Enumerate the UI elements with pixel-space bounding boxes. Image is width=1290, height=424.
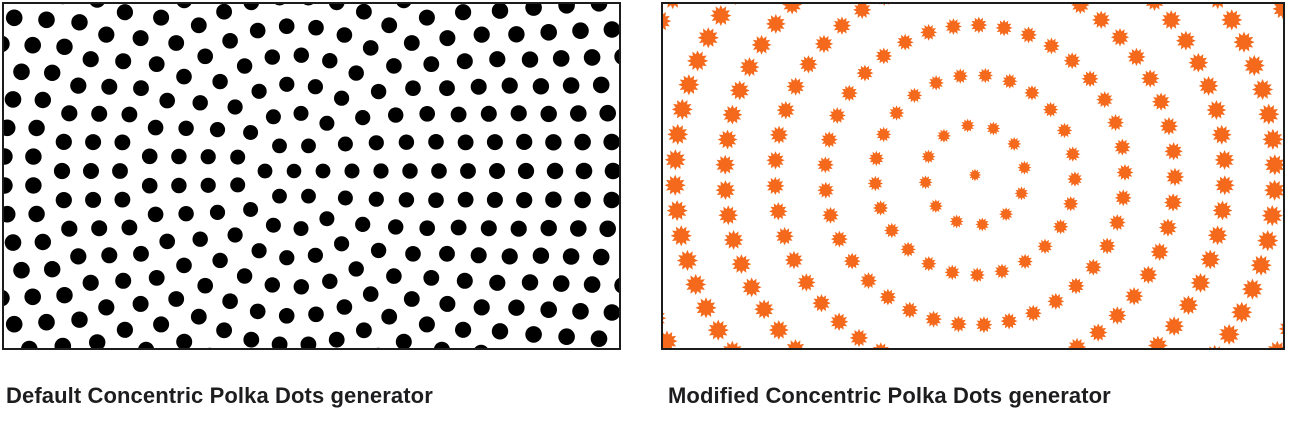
caption-default-generator: Default Concentric Polka Dots generator (6, 383, 433, 408)
modified-polka-dots-panel (661, 2, 1285, 350)
default-polka-dots-panel (2, 2, 621, 350)
default-polka-dots-pattern (4, 4, 619, 348)
caption-modified-generator: Modified Concentric Polka Dots generator (668, 383, 1111, 408)
modified-polka-dots-pattern (663, 4, 1283, 348)
